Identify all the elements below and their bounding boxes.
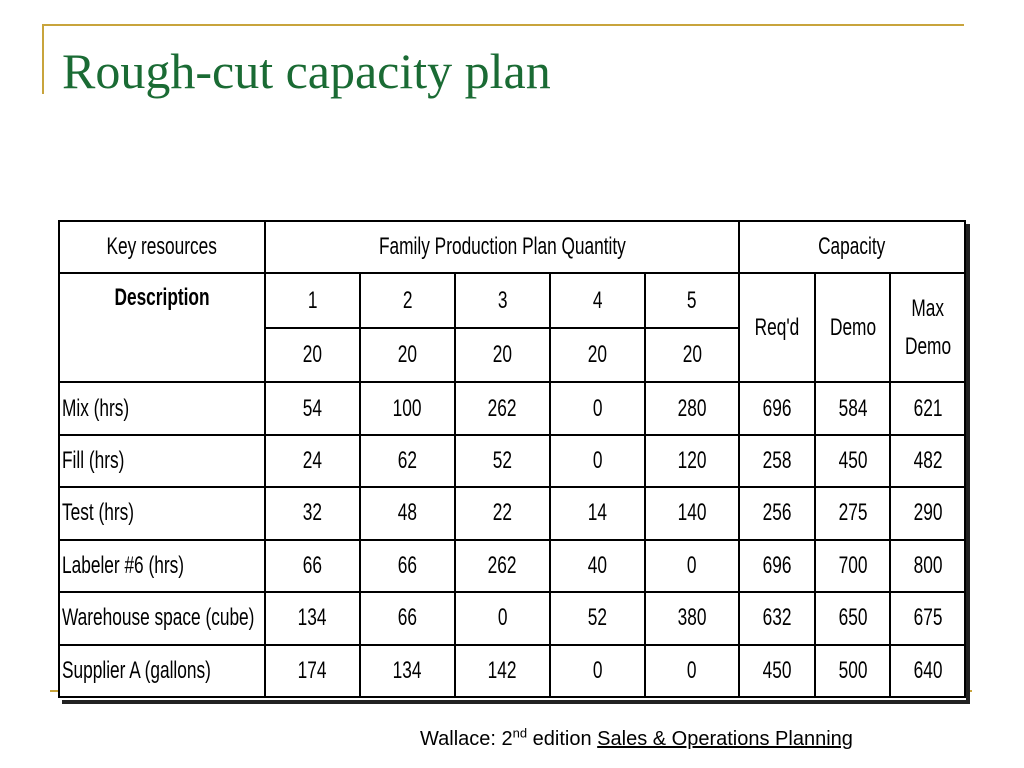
header-capacity: Capacity bbox=[738, 219, 967, 275]
period-value: 100 bbox=[359, 381, 456, 436]
resource-label: Supplier A (gallons) bbox=[58, 643, 266, 699]
period-value: 52 bbox=[549, 591, 646, 646]
capacity-demo: 700 bbox=[814, 538, 892, 594]
period-value: 66 bbox=[359, 538, 456, 594]
table-row: Fill (hrs) 24 62 52 0 120 258 450 482 bbox=[58, 433, 967, 489]
capacity-max-demo: 290 bbox=[889, 486, 967, 541]
period-value: 66 bbox=[359, 591, 456, 646]
period-value: 262 bbox=[454, 538, 551, 594]
capacity-demo: 450 bbox=[814, 433, 892, 489]
accent-top-line bbox=[42, 24, 964, 26]
period-value: 48 bbox=[359, 486, 456, 541]
period-value: 0 bbox=[454, 591, 551, 646]
period-value: 280 bbox=[643, 381, 741, 436]
capacity-reqd: 450 bbox=[738, 643, 817, 699]
table-row: Warehouse space (cube) 134 66 0 52 380 632 650 6… bbox=[58, 591, 967, 646]
table-row: Test (hrs) 32 48 22 14 140 256 275 290 bbox=[58, 486, 967, 541]
period-value: 62 bbox=[359, 433, 456, 489]
period-value: 0 bbox=[549, 433, 646, 489]
period-value: 142 bbox=[454, 643, 551, 699]
period-value: 140 bbox=[643, 486, 741, 541]
header-period-1: 1 bbox=[264, 272, 361, 329]
header-reqd: Req'd bbox=[738, 272, 817, 384]
capacity-demo: 584 bbox=[814, 381, 892, 436]
period-value: 120 bbox=[643, 433, 741, 489]
citation-book-title: Sales & Operations Planning bbox=[597, 728, 853, 750]
slide-title: Rough-cut capacity plan bbox=[62, 43, 551, 99]
period-value: 262 bbox=[454, 381, 551, 436]
period-value: 380 bbox=[643, 591, 741, 646]
table-row: Mix (hrs) 54 100 262 0 280 696 584 621 bbox=[58, 381, 967, 436]
header-key-resources: Key resources bbox=[58, 219, 266, 275]
header-quantity-2: 20 bbox=[359, 326, 456, 384]
period-value: 0 bbox=[643, 538, 741, 594]
resource-label: Fill (hrs) bbox=[58, 433, 266, 489]
header-row-groups: Key resources Family Production Plan Qua… bbox=[58, 219, 967, 275]
period-value: 134 bbox=[264, 591, 361, 646]
capacity-max-demo: 800 bbox=[889, 538, 967, 594]
period-value: 22 bbox=[454, 486, 551, 541]
citation-footer: Wallace: 2nd edition Sales & Operations … bbox=[420, 725, 853, 751]
period-value: 66 bbox=[264, 538, 361, 594]
table-row: Supplier A (gallons) 174 134 142 0 0 450 500 640 bbox=[58, 643, 967, 699]
citation-edition: edition bbox=[527, 728, 598, 750]
header-max-demo: Max Demo bbox=[889, 272, 967, 384]
header-family-production-plan: Family Production Plan Quantity bbox=[263, 219, 741, 275]
header-quantity-4: 20 bbox=[549, 326, 646, 384]
capacity-reqd: 256 bbox=[738, 486, 817, 541]
capacity-reqd: 632 bbox=[738, 591, 817, 646]
period-value: 0 bbox=[643, 643, 741, 699]
citation-author: Wallace: 2 bbox=[420, 728, 513, 750]
capacity-demo: 275 bbox=[814, 486, 892, 541]
period-value: 14 bbox=[549, 486, 646, 541]
capacity-demo: 650 bbox=[814, 591, 892, 646]
header-row-quantities: 20 20 20 20 20 bbox=[59, 326, 965, 384]
capacity-demo: 500 bbox=[814, 643, 892, 699]
header-quantity-3: 20 bbox=[454, 326, 551, 384]
header-description: Description bbox=[58, 272, 266, 384]
citation-superscript: nd bbox=[512, 725, 528, 741]
header-row-periods: Description 1 2 3 4 5 Req'd Demo Max Demo bbox=[58, 272, 967, 384]
resource-label: Mix (hrs) bbox=[58, 381, 266, 436]
period-value: 40 bbox=[549, 538, 646, 594]
resource-label: Warehouse space (cube) bbox=[58, 591, 266, 646]
header-period-2: 2 bbox=[359, 272, 456, 329]
header-period-4: 4 bbox=[549, 272, 646, 329]
capacity-reqd: 258 bbox=[738, 433, 817, 489]
capacity-max-demo: 640 bbox=[889, 643, 967, 699]
period-value: 24 bbox=[264, 433, 361, 489]
resource-label: Test (hrs) bbox=[58, 486, 266, 541]
header-quantity-5: 20 bbox=[643, 326, 741, 384]
capacity-max-demo: 621 bbox=[889, 381, 967, 436]
capacity-reqd: 696 bbox=[738, 538, 817, 594]
header-period-3: 3 bbox=[454, 272, 551, 329]
period-value: 54 bbox=[264, 381, 361, 436]
resource-label: Labeler #6 (hrs) bbox=[58, 538, 266, 594]
period-value: 0 bbox=[549, 643, 646, 699]
capacity-table: Key resources Family Production Plan Qua… bbox=[58, 219, 967, 699]
header-quantity-1: 20 bbox=[264, 326, 361, 384]
period-value: 134 bbox=[359, 643, 456, 699]
table-row: Labeler #6 (hrs) 66 66 262 40 0 696 700 800 bbox=[58, 538, 967, 594]
capacity-max-demo: 482 bbox=[889, 433, 967, 489]
period-value: 52 bbox=[454, 433, 551, 489]
header-period-5: 5 bbox=[643, 272, 741, 329]
period-value: 32 bbox=[264, 486, 361, 541]
capacity-table-container: Key resources Family Production Plan Qua… bbox=[58, 219, 967, 700]
period-value: 174 bbox=[264, 643, 361, 699]
period-value: 0 bbox=[549, 381, 646, 436]
accent-vertical-line bbox=[42, 24, 44, 94]
header-demo: Demo bbox=[814, 272, 892, 384]
capacity-reqd: 696 bbox=[738, 381, 817, 436]
capacity-max-demo: 675 bbox=[889, 591, 967, 646]
